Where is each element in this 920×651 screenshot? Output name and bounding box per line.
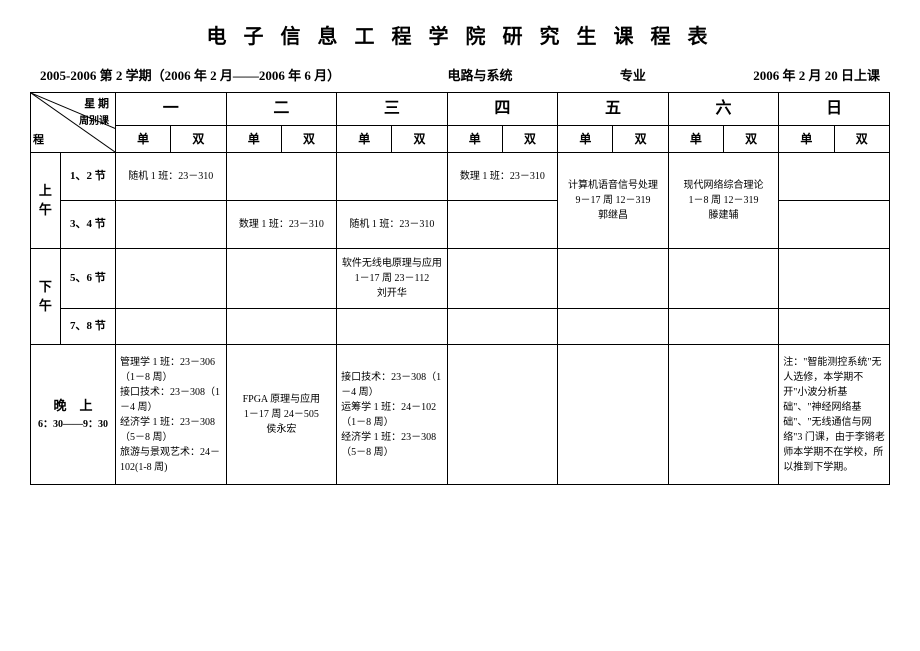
day-tue: 二 [226, 93, 337, 126]
thu-even: 双 [502, 126, 557, 153]
cell-fri-78 [558, 309, 669, 345]
cell-wed-eve: 接口技术：23－308（1－4 周）运筹学 1 班：24－102（1－8 周）经… [337, 345, 448, 485]
day-mon: 一 [116, 93, 227, 126]
cell-sun-34 [779, 201, 890, 249]
evening-label: 晚 上 6：30——9：30 [31, 345, 116, 485]
cell-mon-56 [116, 249, 227, 309]
sat-even: 双 [724, 126, 779, 153]
tue-odd: 单 [226, 126, 281, 153]
day-wed: 三 [337, 93, 448, 126]
major-label: 专业 [620, 65, 646, 84]
day-sun: 日 [779, 93, 890, 126]
subtitle-row: 2005-2006 第 2 学期（2006 年 2 月——2006 年 6 月）… [30, 65, 890, 84]
cell-thu-56 [447, 249, 558, 309]
diag-bot-label: 程 [33, 133, 44, 148]
cell-fri-eve [558, 345, 669, 485]
fri-even: 双 [613, 126, 668, 153]
cell-mon-12: 随机 1 班：23－310 [116, 153, 227, 201]
mon-even: 双 [171, 126, 226, 153]
cell-tue-eve: FPGA 原理与应用1－17 周 24－505侯永宏 [226, 345, 337, 485]
evening-text-2: 6：30——9：30 [33, 417, 113, 433]
afternoon-label: 下午 [31, 249, 61, 345]
day-sat: 六 [668, 93, 779, 126]
cell-sat-56 [668, 249, 779, 309]
cell-sun-56 [779, 249, 890, 309]
cell-tue-78 [226, 309, 337, 345]
wed-odd: 单 [337, 126, 392, 153]
diag-top-label: 星 期 [84, 97, 109, 112]
start-date: 2006 年 2 月 20 日上课 [753, 65, 880, 84]
cell-sun-78 [779, 309, 890, 345]
morning-label: 上午 [31, 153, 61, 249]
major-text: 电路与系统 [447, 65, 512, 84]
cell-fri-56 [558, 249, 669, 309]
cell-sat-78 [668, 309, 779, 345]
cell-sun-12 [779, 153, 890, 201]
cell-mon-34 [116, 201, 227, 249]
sat-odd: 单 [668, 126, 723, 153]
cell-thu-eve [447, 345, 558, 485]
day-thu: 四 [447, 93, 558, 126]
cell-wed-12-blank [337, 153, 448, 201]
cell-tue-12 [226, 153, 337, 201]
session-34: 3、4 节 [60, 201, 115, 249]
term-text: 2005-2006 第 2 学期（2006 年 2 月——2006 年 6 月） [40, 65, 340, 84]
diag-mid-label: 周别课 [79, 115, 109, 129]
cell-thu-12: 数理 1 班：23－310 [447, 153, 558, 201]
fri-odd: 单 [558, 126, 613, 153]
cell-sun-eve: 注："智能测控系统"无人选修，本学期不开"小波分析基础"、"神经网络基础"、"无… [779, 345, 890, 485]
cell-wed-34: 随机 1 班：23－310 [337, 201, 448, 249]
sun-odd: 单 [779, 126, 834, 153]
cell-mon-78 [116, 309, 227, 345]
day-fri: 五 [558, 93, 669, 126]
tue-even: 双 [281, 126, 336, 153]
thu-odd: 单 [447, 126, 502, 153]
cell-mon-eve: 管理学 1 班：23－306（1－8 周）接口技术：23－308（1－4 周）经… [116, 345, 227, 485]
cell-thu-34 [447, 201, 558, 249]
mon-odd: 单 [116, 126, 171, 153]
cell-sat-morning: 现代网络综合理论1－8 周 12－319滕建辅 [668, 153, 779, 249]
cell-fri-morning: 计算机语音信号处理9－17 周 12－319郭继昌 [558, 153, 669, 249]
evening-text-1: 晚 上 [33, 396, 113, 417]
session-12: 1、2 节 [60, 153, 115, 201]
cell-tue-34: 数理 1 班：23－310 [226, 201, 337, 249]
wed-even: 双 [392, 126, 447, 153]
cell-wed-78 [337, 309, 448, 345]
sun-even: 双 [834, 126, 889, 153]
session-78: 7、8 节 [60, 309, 115, 345]
cell-thu-78 [447, 309, 558, 345]
schedule-table: 星 期 周别课 程 一 二 三 四 五 六 日 单 双 单 双 单 双 单 双 … [30, 92, 890, 485]
cell-sat-eve [668, 345, 779, 485]
diagonal-header: 星 期 周别课 程 [31, 93, 116, 153]
session-56: 5、6 节 [60, 249, 115, 309]
page-title: 电 子 信 息 工 程 学 院 研 究 生 课 程 表 [30, 20, 890, 49]
cell-wed-56: 软件无线电原理与应用 1－17 周 23－112刘开华 [337, 249, 448, 309]
cell-tue-56 [226, 249, 337, 309]
